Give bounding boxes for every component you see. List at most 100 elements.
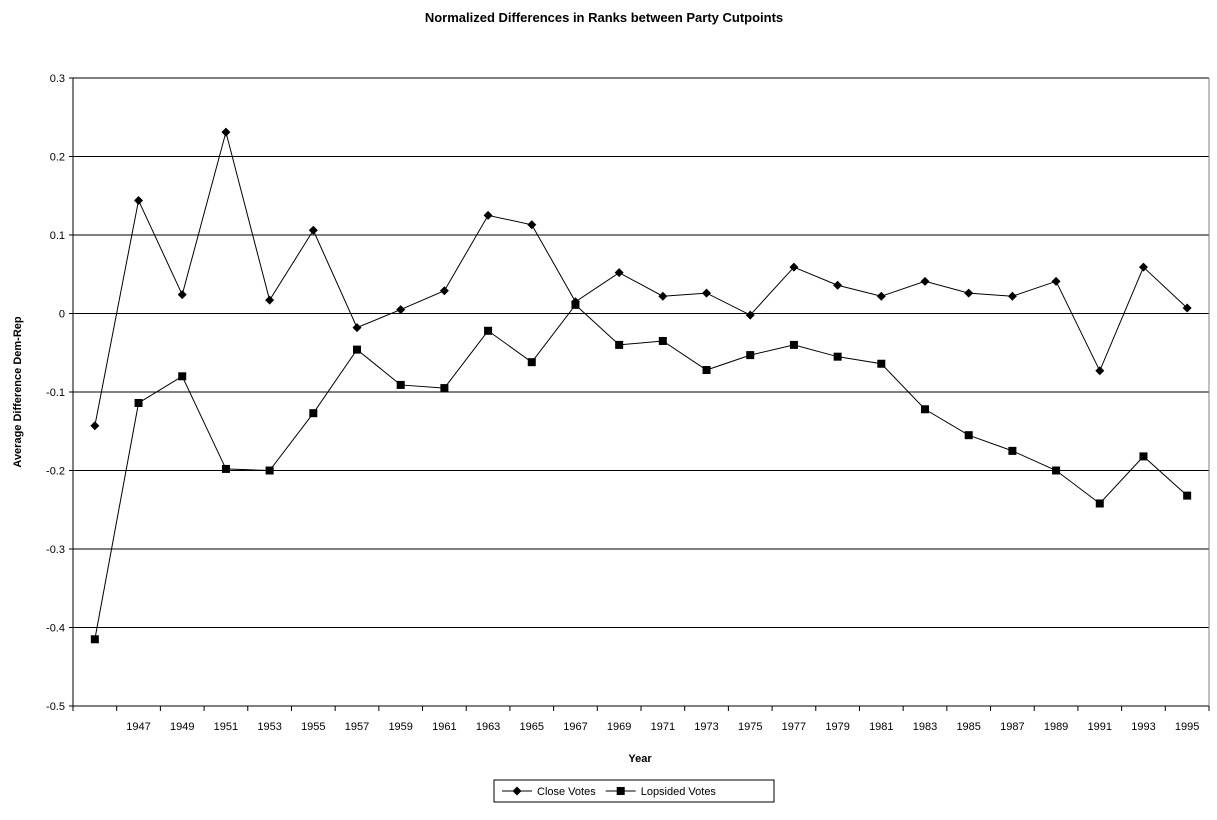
x-tick-label: 1989 (1044, 721, 1068, 733)
data-point-lopsided-votes (921, 405, 929, 414)
data-point-close-votes (352, 323, 362, 333)
data-point-lopsided-votes (1008, 446, 1017, 455)
data-point-close-votes (833, 280, 843, 290)
x-tick-label: 1965 (520, 721, 544, 733)
data-point-lopsided-votes (90, 635, 99, 644)
data-point-close-votes (483, 210, 493, 220)
x-tick-label: 1969 (607, 721, 631, 733)
x-tick-label: 1953 (257, 721, 281, 733)
y-tick-label: -0.2 (46, 466, 65, 478)
data-point-lopsided-votes (134, 398, 143, 407)
data-point-lopsided-votes (178, 372, 187, 381)
legend-marker-lopsided-votes (616, 787, 625, 795)
x-tick-label: 1987 (1000, 721, 1024, 733)
x-tick-label: 1963 (476, 721, 500, 733)
y-tick-label: 0.3 (50, 73, 65, 85)
data-point-lopsided-votes (1052, 466, 1061, 475)
data-point-close-votes (308, 225, 318, 235)
x-tick-label: 1977 (782, 721, 806, 733)
data-point-lopsided-votes (440, 384, 449, 393)
data-point-lopsided-votes (1139, 452, 1148, 461)
data-point-close-votes (876, 291, 886, 301)
x-axis-ticks: 1947 1949 1951 1953 1955 1957 1959 1961 1963 1965… (72, 706, 1210, 733)
data-point-close-votes (964, 288, 974, 298)
data-point-lopsided-votes (484, 326, 493, 335)
series (90, 127, 1192, 644)
y-tick-label: -0.5 (46, 701, 65, 713)
data-point-lopsided-votes (1095, 499, 1104, 508)
data-point-close-votes (265, 295, 275, 305)
data-point-close-votes (920, 276, 930, 286)
x-tick-label: 1951 (214, 721, 238, 733)
data-point-close-votes (1182, 303, 1192, 313)
x-tick-label: 1983 (913, 721, 937, 733)
gridlines (73, 77, 1209, 628)
x-tick-label: 1949 (170, 721, 194, 733)
x-tick-label: 1973 (694, 721, 718, 733)
data-point-lopsided-votes (746, 351, 755, 360)
data-point-lopsided-votes (877, 359, 886, 368)
data-point-lopsided-votes (833, 352, 842, 361)
x-tick-label: 1993 (1131, 721, 1155, 733)
data-point-lopsided-votes (309, 409, 318, 418)
data-point-lopsided-votes (221, 464, 230, 473)
y-tick-label: 0.1 (50, 230, 65, 242)
data-point-lopsided-votes (527, 358, 536, 367)
series-close-votes (90, 127, 1192, 431)
data-point-lopsided-votes (702, 366, 711, 375)
data-point-close-votes (439, 286, 449, 296)
data-point-close-votes (658, 291, 668, 301)
data-point-close-votes (745, 310, 755, 320)
y-tick-label: -0.3 (46, 544, 65, 556)
y-tick-label: -0.4 (46, 623, 65, 635)
data-point-close-votes (1051, 276, 1061, 286)
data-point-close-votes (527, 220, 537, 230)
chart-title: Normalized Differences in Ranks between … (425, 10, 783, 25)
x-tick-label: 1995 (1175, 721, 1199, 733)
data-point-close-votes (396, 305, 406, 315)
y-tick-label: 0 (59, 309, 65, 321)
data-point-lopsided-votes (265, 466, 274, 475)
x-tick-label: 1957 (345, 721, 369, 733)
data-point-lopsided-votes (396, 380, 405, 389)
data-point-close-votes (789, 262, 799, 272)
y-axis-ticks: 0.3 0.2 0.1 0 -0.1 -0.2 -0.3 -0.4 -0.5 (46, 73, 73, 713)
y-axis-label: Average Difference Dem-Rep (12, 316, 24, 467)
x-tick-label: 1971 (651, 721, 675, 733)
data-point-lopsided-votes (571, 300, 580, 309)
data-point-lopsided-votes (615, 340, 624, 349)
data-point-close-votes (134, 195, 144, 205)
data-point-close-votes (614, 268, 624, 278)
data-point-lopsided-votes (1183, 491, 1192, 500)
y-tick-label: 0.2 (50, 152, 65, 164)
data-point-lopsided-votes (789, 340, 798, 349)
x-tick-label: 1981 (869, 721, 893, 733)
series-line-close-votes (94, 130, 1188, 426)
data-point-close-votes (1095, 366, 1105, 376)
data-point-lopsided-votes (353, 345, 361, 354)
data-point-close-votes (90, 421, 100, 431)
data-point-close-votes (177, 290, 187, 300)
x-tick-label: 1975 (738, 721, 762, 733)
x-axis-label: Year (628, 753, 652, 765)
legend-label-close-votes: Close Votes (537, 786, 596, 798)
data-point-close-votes (702, 288, 712, 298)
x-tick-label: 1947 (126, 721, 150, 733)
data-point-close-votes (221, 127, 231, 137)
legend-label-lopsided-votes: Lopsided Votes (641, 786, 717, 798)
series-lopsided-votes (90, 300, 1192, 644)
legend: Close Votes Lopsided Votes (493, 779, 775, 803)
legend-marker-close-votes (512, 786, 522, 796)
x-tick-label: 1961 (432, 721, 456, 733)
x-tick-label: 1985 (956, 721, 980, 733)
data-point-lopsided-votes (658, 336, 667, 345)
x-tick-label: 1959 (388, 721, 412, 733)
data-point-lopsided-votes (964, 431, 973, 440)
x-tick-label: 1967 (563, 721, 587, 733)
x-tick-label: 1955 (301, 721, 325, 733)
data-point-close-votes (1138, 262, 1148, 272)
series-line-lopsided-votes (94, 304, 1188, 640)
x-tick-label: 1991 (1088, 721, 1112, 733)
